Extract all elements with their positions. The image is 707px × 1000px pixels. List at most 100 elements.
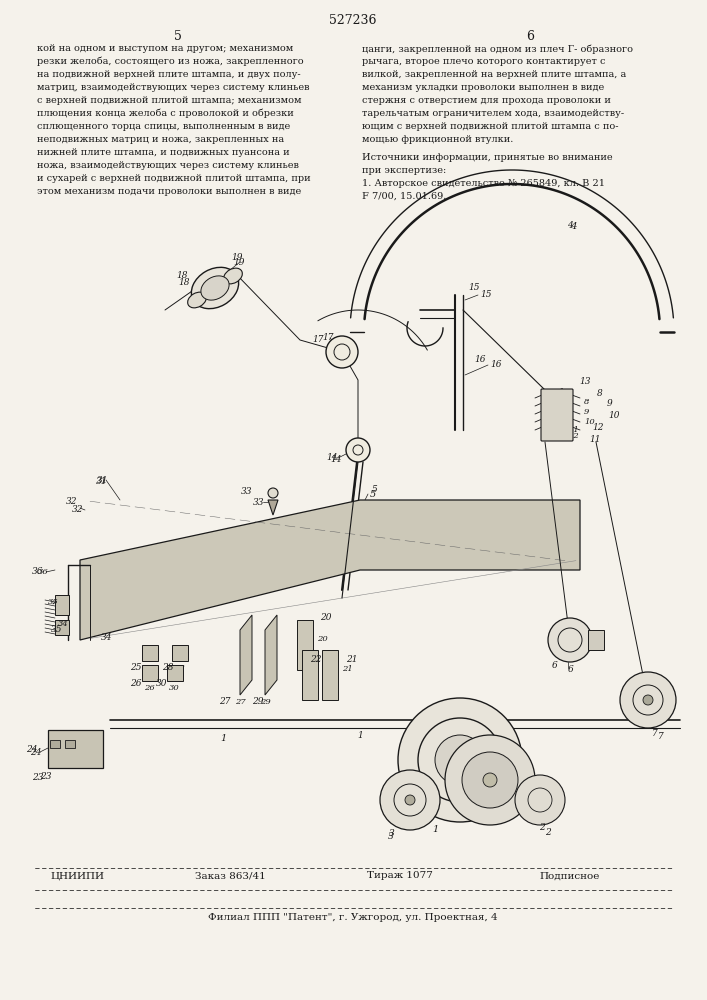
Bar xyxy=(65,740,75,748)
Text: 11: 11 xyxy=(589,436,601,444)
Text: этом механизм подачи проволоки выполнен в виде: этом механизм подачи проволоки выполнен … xyxy=(37,187,301,196)
Text: с верхней подвижной плитой штампа; механизмом: с верхней подвижной плитой штампа; механ… xyxy=(37,96,301,105)
Text: нижней плите штампа, и подвижных пуансона и: нижней плите штампа, и подвижных пуансон… xyxy=(37,148,290,157)
Text: 18: 18 xyxy=(178,278,189,287)
Text: и сухарей с верхней подвижной плитой штампа, при: и сухарей с верхней подвижной плитой шта… xyxy=(37,174,310,183)
Text: сплющенного торца спицы, выполненным в виде: сплющенного торца спицы, выполненным в в… xyxy=(37,122,291,131)
Text: 8: 8 xyxy=(584,398,590,406)
Text: 2: 2 xyxy=(539,824,545,832)
Text: 6: 6 xyxy=(568,665,574,674)
Ellipse shape xyxy=(192,267,239,309)
Circle shape xyxy=(548,618,592,662)
Text: 14: 14 xyxy=(326,452,338,462)
Text: 7: 7 xyxy=(658,732,664,741)
Text: 9: 9 xyxy=(584,408,590,416)
Text: 11: 11 xyxy=(568,426,579,434)
Text: 7: 7 xyxy=(652,730,658,738)
Text: стержня с отверстием для прохода проволоки и: стержня с отверстием для прохода проволо… xyxy=(362,96,611,105)
Polygon shape xyxy=(80,500,580,640)
FancyBboxPatch shape xyxy=(541,389,573,441)
Ellipse shape xyxy=(201,276,229,300)
Text: 15: 15 xyxy=(480,290,491,299)
Circle shape xyxy=(398,698,522,822)
Text: 16: 16 xyxy=(490,360,501,369)
Text: 23: 23 xyxy=(33,774,44,782)
Polygon shape xyxy=(240,615,252,695)
Bar xyxy=(55,595,69,615)
Ellipse shape xyxy=(187,292,206,308)
Text: 6: 6 xyxy=(552,660,558,670)
Circle shape xyxy=(326,336,358,368)
Text: кой на одном и выступом на другом; механизмом: кой на одном и выступом на другом; механ… xyxy=(37,44,293,53)
Text: 24: 24 xyxy=(26,746,37,754)
Polygon shape xyxy=(268,500,278,515)
Text: 10: 10 xyxy=(608,412,620,420)
Text: 35: 35 xyxy=(48,598,59,606)
Bar xyxy=(50,740,60,748)
Text: ЦНИИПИ: ЦНИИПИ xyxy=(50,871,104,880)
Text: 9: 9 xyxy=(607,399,613,408)
Text: матриц, взаимодействующих через систему клиньев: матриц, взаимодействующих через систему … xyxy=(37,83,310,92)
Text: 1. Авторское свидетельство № 265849, кл. В 21: 1. Авторское свидетельство № 265849, кл.… xyxy=(362,179,605,188)
Circle shape xyxy=(346,438,370,462)
Circle shape xyxy=(380,770,440,830)
Text: 20: 20 xyxy=(320,613,332,622)
Text: 3: 3 xyxy=(388,832,394,841)
Text: 22: 22 xyxy=(322,665,333,673)
Text: 18: 18 xyxy=(176,270,188,279)
Text: 19: 19 xyxy=(231,253,243,262)
Circle shape xyxy=(462,752,518,808)
Text: тарельчатым ограничителем хода, взаимодейству-: тарельчатым ограничителем хода, взаимоде… xyxy=(362,109,624,118)
Text: 24: 24 xyxy=(30,748,42,757)
Bar xyxy=(142,665,158,681)
Text: механизм укладки проволоки выполнен в виде: механизм укладки проволоки выполнен в ви… xyxy=(362,83,604,92)
Text: при экспертизе:: при экспертизе: xyxy=(362,166,446,175)
Text: 4: 4 xyxy=(567,221,573,230)
Text: 28: 28 xyxy=(162,664,174,672)
Text: 2: 2 xyxy=(545,828,551,837)
Text: 12: 12 xyxy=(568,432,579,440)
Text: 31: 31 xyxy=(97,476,108,485)
Circle shape xyxy=(452,752,468,768)
Text: 25: 25 xyxy=(130,664,141,672)
Ellipse shape xyxy=(223,268,243,284)
Text: резки желоба, состоящего из ножа, закрепленного: резки желоба, состоящего из ножа, закреп… xyxy=(37,57,303,66)
Text: Тираж 1077: Тираж 1077 xyxy=(367,871,433,880)
Bar xyxy=(297,620,313,670)
Circle shape xyxy=(435,735,485,785)
Text: 14: 14 xyxy=(330,455,341,464)
Polygon shape xyxy=(265,615,277,695)
Text: 25: 25 xyxy=(144,664,155,672)
Text: 29: 29 xyxy=(260,698,271,706)
Bar xyxy=(142,645,158,661)
Text: 5: 5 xyxy=(370,490,376,499)
Circle shape xyxy=(643,695,653,705)
Text: 36: 36 xyxy=(33,568,44,576)
Text: 5: 5 xyxy=(372,486,378,494)
Text: 31: 31 xyxy=(96,478,107,487)
Text: 34: 34 xyxy=(58,620,69,628)
Text: 30: 30 xyxy=(156,680,168,688)
Text: 36: 36 xyxy=(38,568,49,576)
Text: Заказ 863/41: Заказ 863/41 xyxy=(194,871,265,880)
Text: 29: 29 xyxy=(252,698,264,706)
Text: 34: 34 xyxy=(101,634,112,643)
Text: рычага, второе плечо которого контактирует с: рычага, второе плечо которого контактиру… xyxy=(362,57,605,66)
Bar xyxy=(302,650,318,700)
Text: 1: 1 xyxy=(357,730,363,740)
Circle shape xyxy=(418,718,502,802)
Text: 33: 33 xyxy=(253,498,264,507)
Text: 21: 21 xyxy=(346,656,358,664)
Text: 26: 26 xyxy=(130,680,141,688)
Circle shape xyxy=(620,672,676,728)
Text: 28: 28 xyxy=(174,664,185,672)
Text: 6: 6 xyxy=(526,30,534,43)
Text: Филиал ППП "Патент", г. Ужгород, ул. Проектная, 4: Филиал ППП "Патент", г. Ужгород, ул. Про… xyxy=(208,914,498,922)
Text: на подвижной верхней плите штампа, и двух полу-: на подвижной верхней плите штампа, и дву… xyxy=(37,70,300,79)
Text: 1: 1 xyxy=(432,825,438,834)
Bar xyxy=(167,665,183,681)
Text: 1: 1 xyxy=(220,734,226,743)
Text: 26: 26 xyxy=(144,684,155,692)
Text: 22: 22 xyxy=(310,656,322,664)
FancyBboxPatch shape xyxy=(48,730,103,768)
